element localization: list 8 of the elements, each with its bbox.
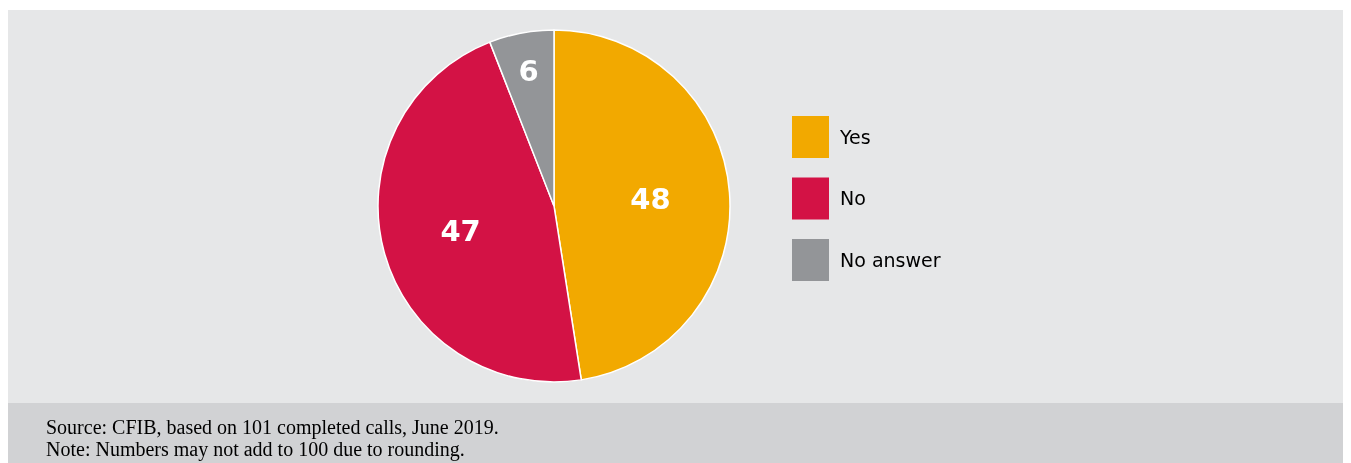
legend-label: Yes — [839, 125, 871, 148]
data-label: 47 — [440, 214, 481, 249]
text: Note: Numbers may not add to 100 due to rounding. — [46, 438, 465, 461]
data-label: 6 — [518, 54, 539, 89]
data-label: 48 — [630, 181, 671, 216]
source-note: Source: CFIB, based on 101 completed calls, June 2019. — [46, 416, 499, 439]
legend-label: No — [840, 187, 866, 210]
legend-label: No answer — [840, 248, 941, 271]
